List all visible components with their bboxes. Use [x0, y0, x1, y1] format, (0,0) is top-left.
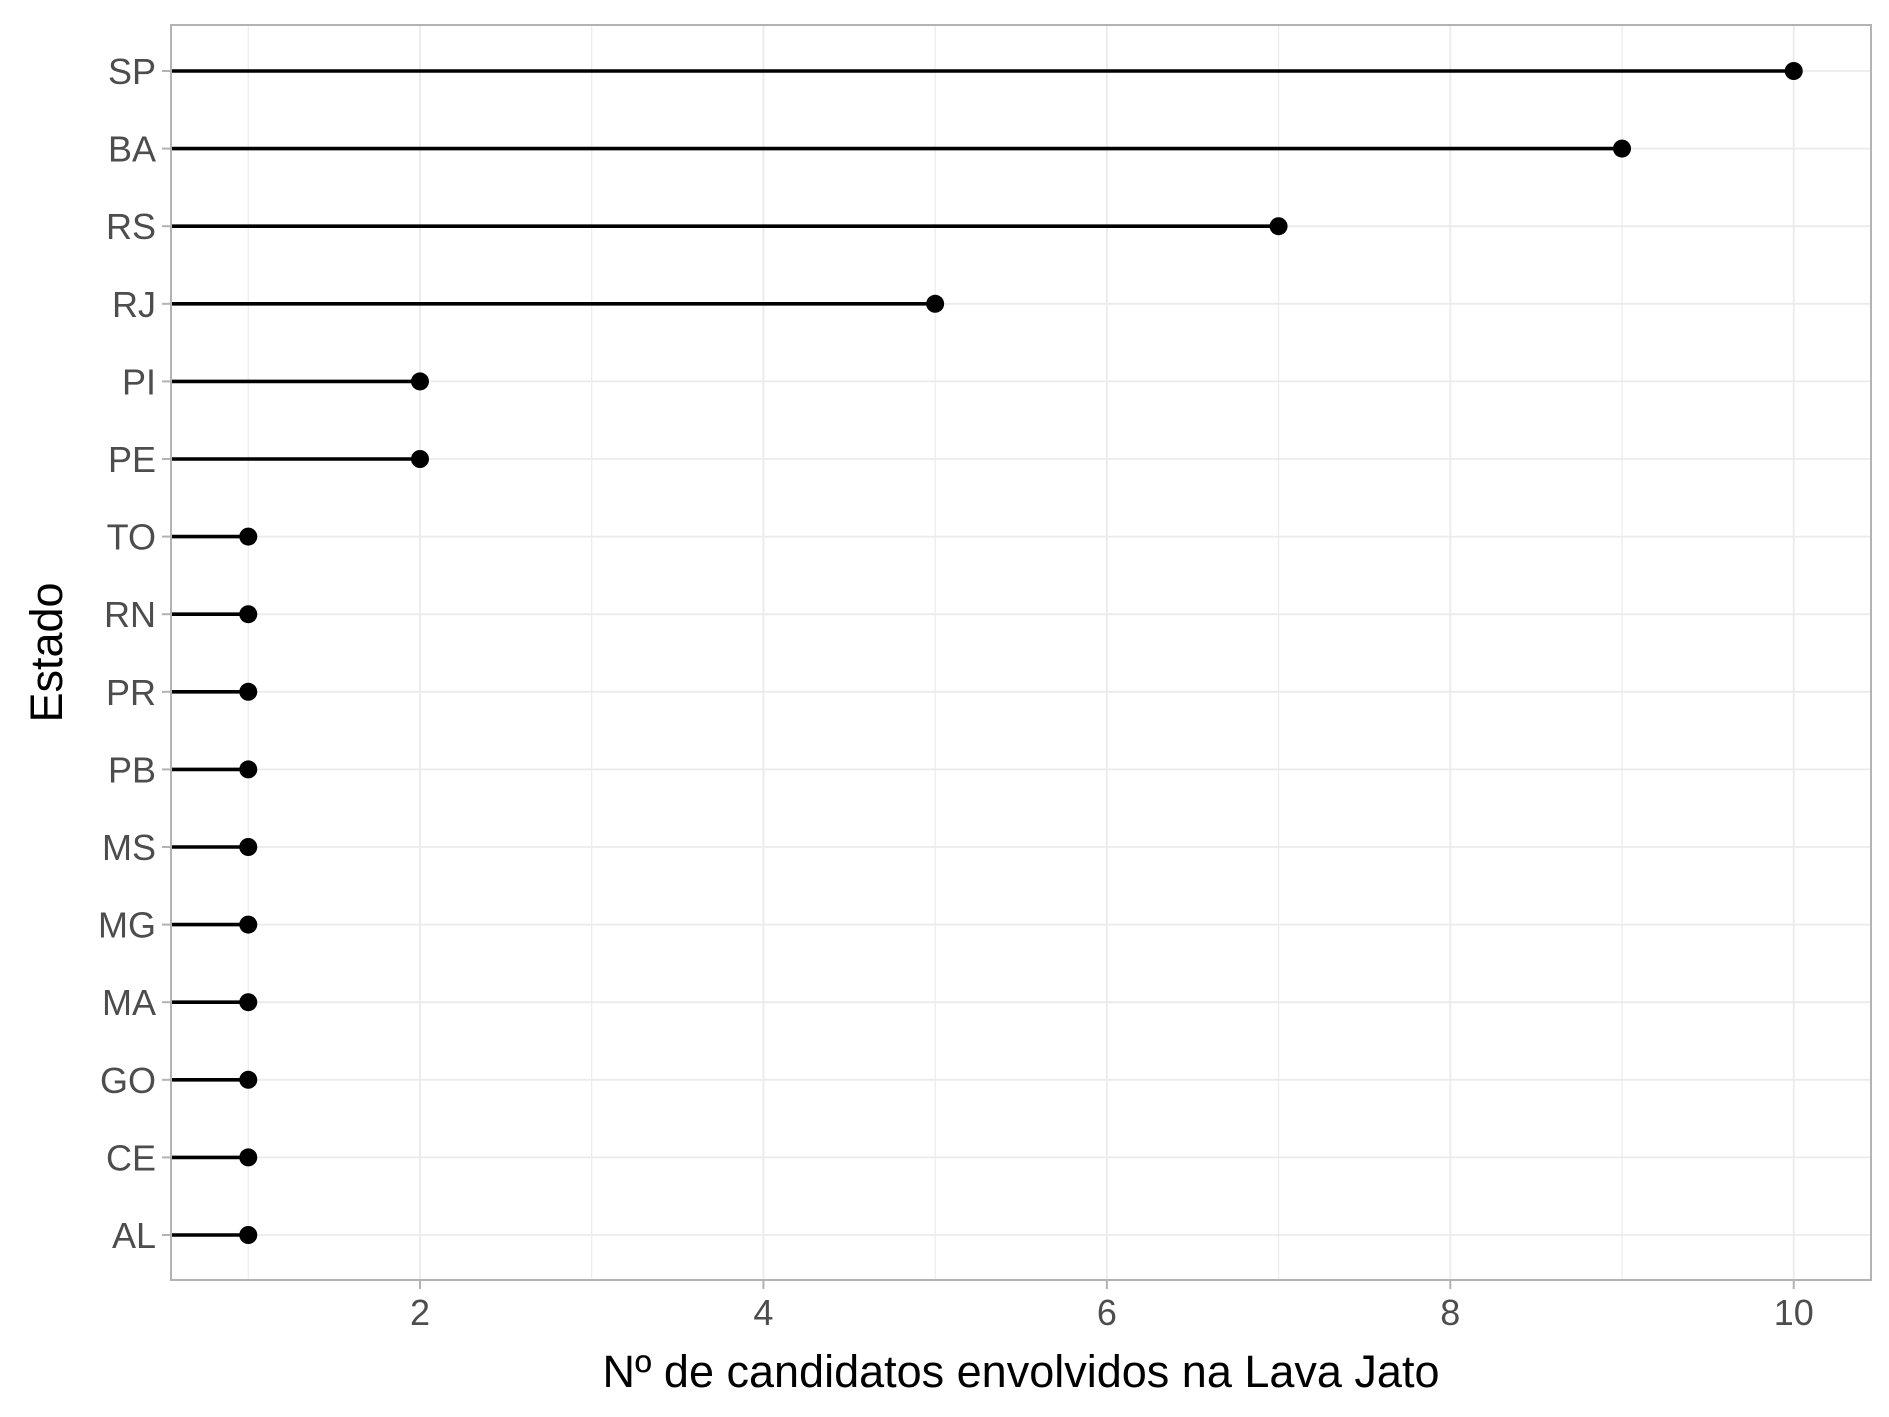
- y-tick-label: PR: [106, 672, 156, 713]
- lollipop-marks: [171, 62, 1803, 1244]
- panel-border: [170, 24, 1872, 1281]
- y-tick-label: SP: [108, 51, 156, 92]
- lollipop-point-rn: [239, 605, 258, 624]
- axes: SP BA RS RJ PI PE TO RN PR PB MS MG MA GO CE AL 2 4 6 8 10: [98, 51, 1814, 1333]
- lollipop-point-pi: [410, 372, 429, 391]
- lollipop-point-pb: [239, 760, 258, 779]
- lollipop-point-al: [239, 1226, 258, 1244]
- y-axis-title: Estado: [21, 582, 72, 722]
- lollipop-point-go: [239, 1070, 258, 1089]
- lollipop-point-rj: [926, 294, 945, 313]
- lollipop-point-ms: [239, 838, 258, 856]
- lollipop-point-pe: [410, 450, 429, 468]
- y-tick-label: PI: [122, 361, 156, 402]
- y-tick-label: MA: [102, 982, 156, 1023]
- x-tick-label: 8: [1440, 1292, 1460, 1333]
- lollipop-point-ce: [239, 1148, 258, 1167]
- lollipop-point-sp: [1784, 62, 1803, 80]
- y-tick-label: RJ: [112, 284, 156, 325]
- y-tick-label: AL: [112, 1215, 156, 1256]
- y-tick-label: BA: [108, 129, 156, 170]
- lollipop-point-ba: [1613, 139, 1632, 158]
- lollipop-point-rs: [1269, 217, 1288, 236]
- y-tick-label: CE: [106, 1137, 156, 1178]
- y-tick-label: PE: [108, 439, 156, 480]
- y-tick-label: TO: [107, 517, 156, 558]
- y-tick-label: RS: [106, 206, 156, 247]
- x-tick-label: 6: [1097, 1292, 1117, 1333]
- x-axis-title: Nº de candidatos envolvidos na Lava Jato: [603, 1346, 1440, 1397]
- x-tick-label: 2: [410, 1292, 430, 1333]
- x-tick-label: 4: [753, 1292, 773, 1333]
- lollipop-point-to: [239, 527, 258, 546]
- lollipop-point-ma: [239, 993, 258, 1012]
- y-tick-label: GO: [100, 1060, 156, 1101]
- y-tick-label: PB: [108, 749, 156, 790]
- lollipop-point-pr: [239, 682, 258, 701]
- y-tick-label: RN: [104, 594, 156, 635]
- lollipop-point-mg: [239, 915, 258, 934]
- y-tick-label: MG: [98, 905, 156, 946]
- x-tick-label: 10: [1774, 1292, 1814, 1333]
- y-tick-label: MS: [102, 827, 156, 868]
